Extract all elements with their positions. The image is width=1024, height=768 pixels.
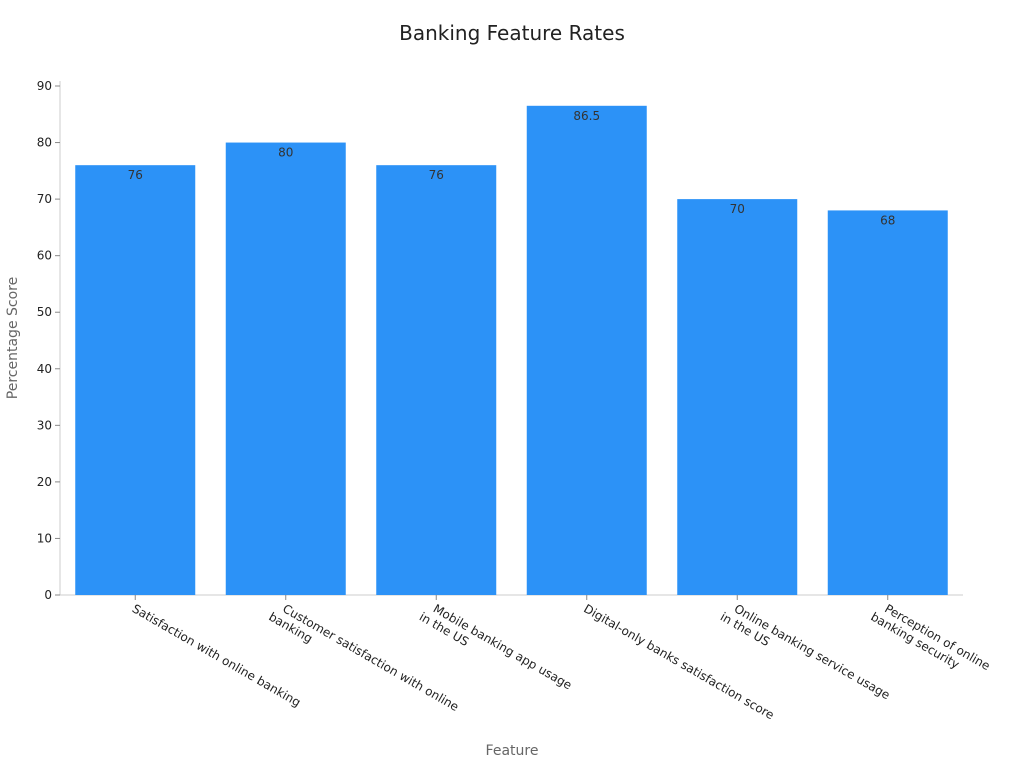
- bar: [225, 142, 346, 596]
- y-tick-label: 70: [37, 192, 52, 206]
- y-axis-label: Percentage Score: [5, 277, 21, 399]
- value-label: 70: [730, 202, 745, 216]
- x-tick-label: Mobile banking app usagein the US: [417, 597, 574, 704]
- y-tick-label: 0: [44, 588, 52, 602]
- chart-title: Banking Feature Rates: [399, 21, 625, 45]
- bar: [526, 105, 647, 596]
- value-label: 86.5: [573, 109, 600, 123]
- y-tick-label: 60: [37, 249, 52, 263]
- value-label: 76: [429, 168, 444, 182]
- bar: [677, 199, 798, 595]
- y-tick-label: 50: [37, 305, 52, 319]
- y-tick-label: 30: [37, 418, 52, 432]
- y-tick-label: 40: [37, 362, 52, 376]
- bar: [376, 165, 497, 595]
- value-label: 80: [278, 146, 293, 160]
- y-tick-label: 20: [37, 475, 52, 489]
- value-label: 68: [880, 213, 895, 227]
- bar: [75, 165, 196, 595]
- bar: [827, 210, 948, 595]
- y-tick-label: 10: [37, 531, 52, 545]
- x-axis-label: Feature: [486, 743, 539, 759]
- value-label: 76: [128, 168, 143, 182]
- y-tick-label: 80: [37, 136, 52, 150]
- y-tick-label: 90: [37, 79, 52, 93]
- x-tick-label: Perception of onlinebanking security: [868, 597, 992, 685]
